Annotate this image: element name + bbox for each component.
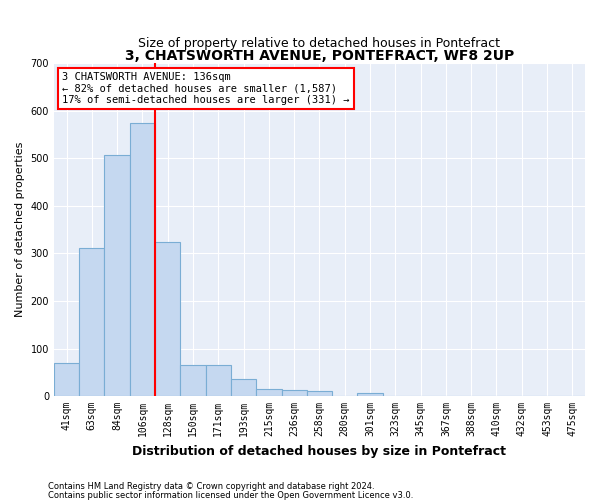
Bar [79, 248, 104, 396]
X-axis label: Distribution of detached houses by size in Pontefract: Distribution of detached houses by size … [133, 444, 506, 458]
Text: Size of property relative to detached houses in Pontefract: Size of property relative to detached ho… [139, 37, 500, 50]
Text: Contains HM Land Registry data © Crown copyright and database right 2024.: Contains HM Land Registry data © Crown c… [48, 482, 374, 491]
Bar [281, 390, 307, 396]
Text: 3 CHATSWORTH AVENUE: 136sqm
← 82% of detached houses are smaller (1,587)
17% of : 3 CHATSWORTH AVENUE: 136sqm ← 82% of det… [62, 72, 349, 105]
Bar [155, 242, 181, 396]
Bar [181, 365, 206, 396]
Bar [358, 392, 383, 396]
Text: Contains public sector information licensed under the Open Government Licence v3: Contains public sector information licen… [48, 490, 413, 500]
Bar [54, 363, 79, 396]
Bar [130, 123, 155, 396]
Bar [256, 389, 281, 396]
Bar [206, 365, 231, 396]
Bar [104, 155, 130, 396]
Title: 3, CHATSWORTH AVENUE, PONTEFRACT, WF8 2UP: 3, CHATSWORTH AVENUE, PONTEFRACT, WF8 2U… [125, 50, 514, 64]
Y-axis label: Number of detached properties: Number of detached properties [15, 142, 25, 318]
Bar [231, 380, 256, 396]
Bar [307, 392, 332, 396]
